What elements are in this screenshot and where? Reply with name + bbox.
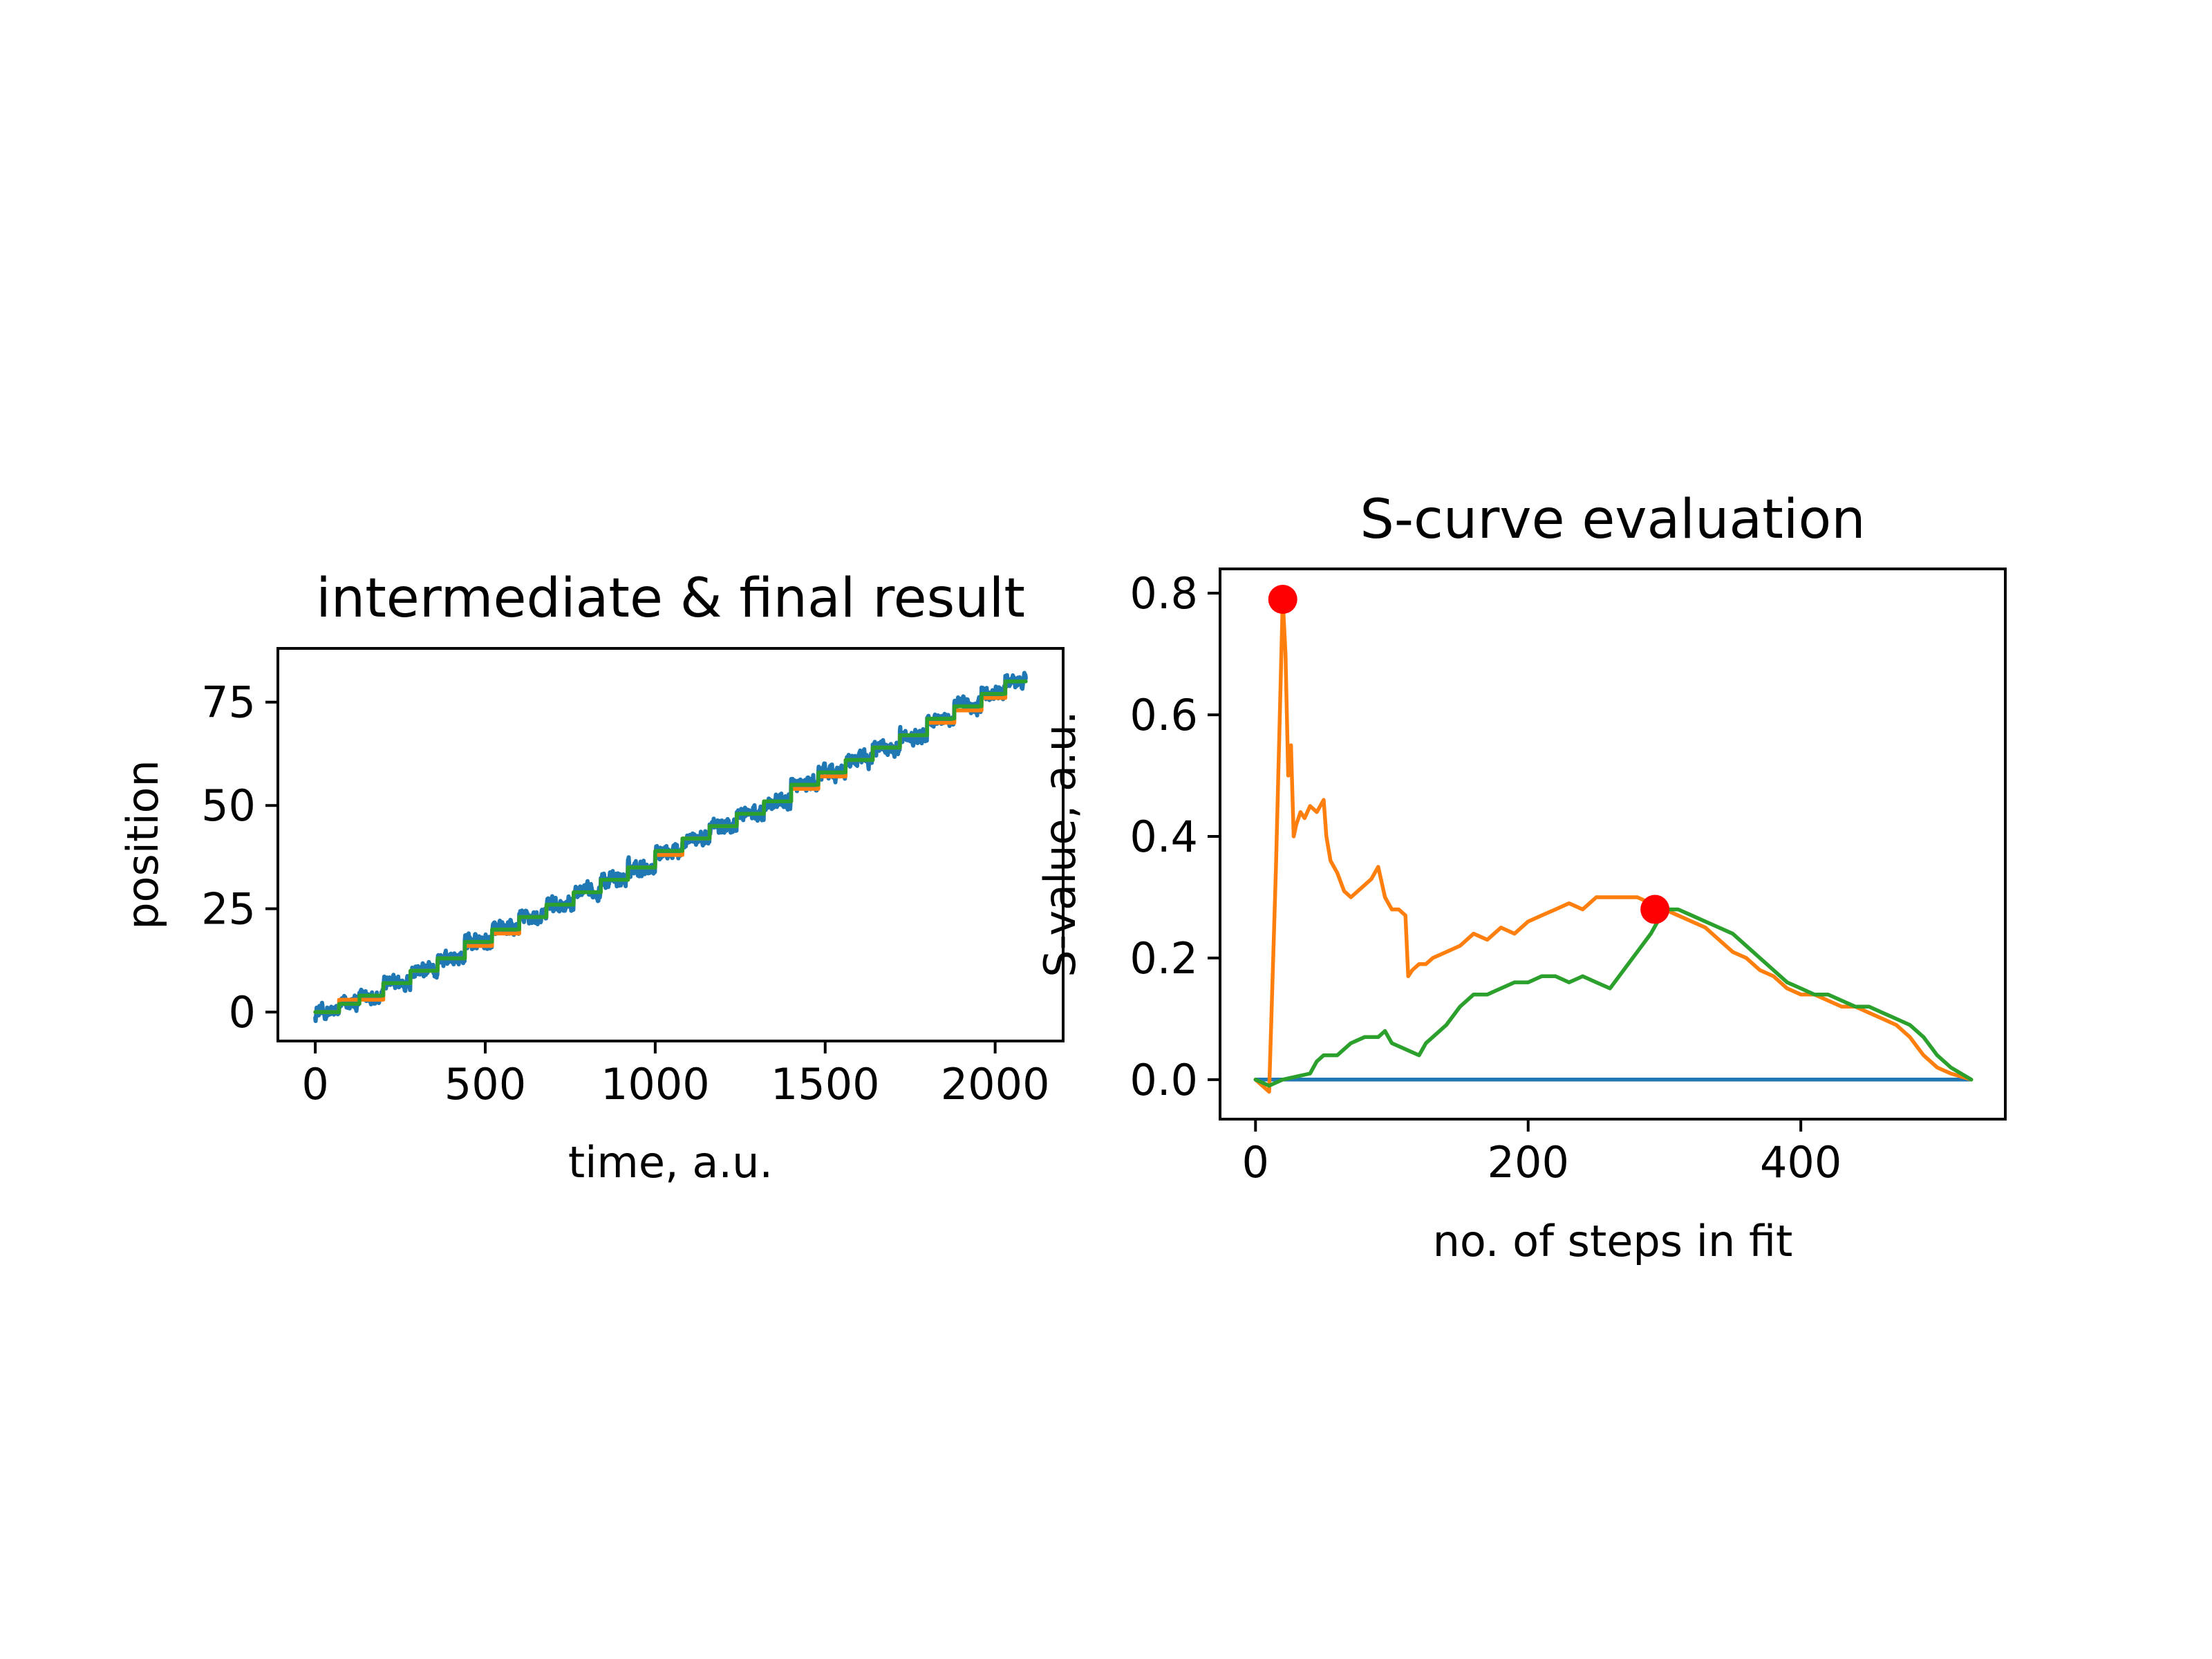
s-curve-chart-peak-marker-2	[1640, 894, 1670, 924]
position-chart-series	[313, 671, 1028, 1023]
position-chart-y-tick-label: 0	[229, 987, 256, 1038]
s-curve-chart-series-line-2	[1253, 597, 1974, 1094]
position-chart-x-ticks: 0 500 1000 1500 2000	[301, 1041, 1050, 1109]
s-curve-chart-x-tick-label: 200	[1488, 1137, 1569, 1188]
position-chart-y-label: position	[118, 760, 168, 930]
s-curve-chart-y-tick-label: 0.4	[1130, 812, 1198, 862]
s-curve-chart-x-label: no. of steps in fit	[1433, 1216, 1793, 1266]
position-chart-x-label: time, a.u.	[568, 1137, 773, 1188]
position-chart-frame	[276, 647, 1065, 1042]
position-chart-title: intermediate & final result	[316, 568, 1025, 630]
position-chart-x-tick-label: 500	[444, 1059, 526, 1109]
s-curve-chart-y-tick-label: 0.0	[1130, 1055, 1198, 1105]
s-curve-chart-y-ticks: 0.0 0.2 0.4 0.6 0.8	[1130, 568, 1220, 1105]
s-curve-chart-frame	[1219, 568, 2007, 1121]
s-curve-chart-y-label: S-value, a.u.	[1035, 711, 1085, 977]
position-chart-x-tick-label: 1000	[601, 1059, 710, 1109]
position-chart-x-tick-label: 1500	[771, 1059, 880, 1109]
position-chart-x-tick-label: 2000	[941, 1059, 1050, 1109]
s-curve-chart-y-tick-label: 0.6	[1130, 690, 1198, 740]
position-chart-y-tick-label: 75	[201, 677, 256, 728]
s-curve-chart-series	[1253, 597, 1974, 1094]
position-chart-y-tick-label: 50	[201, 780, 256, 831]
s-curve-chart: S-curve evaluation 0 200 400 0.00.20.40.60…	[1035, 489, 2007, 1266]
s-curve-chart-markers	[1268, 584, 1670, 924]
s-curve-chart-x-ticks: 0 200 400	[1242, 1119, 1841, 1188]
s-curve-chart-y-tick-label: 0.8	[1130, 568, 1198, 619]
s-curve-chart-x-tick-label: 0	[1242, 1137, 1269, 1188]
s-curve-chart-series-line-3	[1253, 907, 1974, 1088]
s-curve-chart-x-tick-label: 400	[1760, 1137, 1841, 1188]
position-chart-series-line-3	[313, 679, 1028, 1014]
s-curve-chart-peak-marker-1	[1268, 584, 1297, 614]
s-curve-chart-title: S-curve evaluation	[1360, 489, 1865, 551]
s-curve-chart-y-tick-label: 0.2	[1130, 933, 1198, 984]
position-chart: intermediate & final result 0 500 1000 1500…	[118, 568, 1065, 1188]
position-chart-x-tick-label: 0	[301, 1059, 328, 1109]
position-chart-y-ticks: 0 25 50 75	[201, 677, 278, 1038]
position-chart-y-tick-label: 25	[201, 884, 256, 935]
